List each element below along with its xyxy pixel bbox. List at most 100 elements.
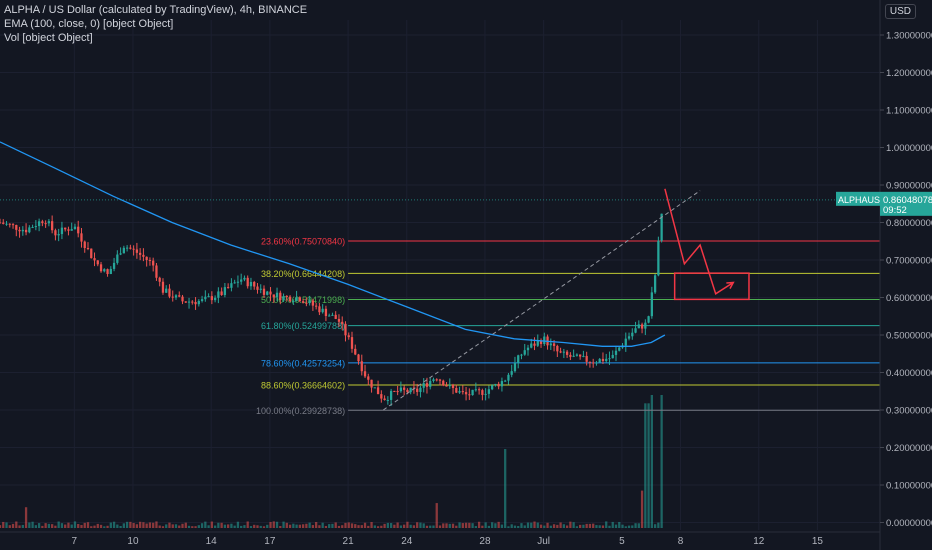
candle-body (399, 387, 403, 392)
volume-bar (207, 525, 210, 528)
candle-body (67, 229, 70, 231)
volume-legend[interactable]: Vol [object Object] (4, 32, 93, 44)
candle-body (464, 392, 468, 395)
candle-body (442, 380, 445, 386)
volume-bar (243, 525, 246, 528)
time-axis[interactable]: 7 10 14 17 21 24 28 Jul 5 8 12 15 (0, 531, 880, 547)
candle-body (386, 399, 389, 401)
ema-legend[interactable]: EMA (100, close, 0) [object Object] (4, 18, 174, 30)
volume-bar (217, 522, 220, 528)
candle-body (647, 316, 650, 323)
candle-body (54, 230, 57, 236)
currency-button[interactable]: USD (884, 4, 916, 19)
volume-bar (21, 524, 24, 528)
candle-body (187, 301, 191, 303)
volume-bar (200, 523, 204, 528)
volume-bar (491, 522, 494, 528)
user-drawings[interactable] (383, 188, 750, 411)
fib-level-label: 100.00%(0.29928738) (256, 406, 345, 416)
candle-body (178, 295, 181, 297)
volume-bar (614, 524, 618, 528)
volume-bar (624, 526, 627, 528)
candle-body (588, 361, 592, 363)
candle-body (217, 291, 220, 298)
volume-bar (37, 523, 41, 528)
candle-body (168, 288, 171, 297)
price-axis[interactable]: 1.30000000 1.20000000 1.10000000 1.00000000… (879, 0, 932, 550)
candle-body (86, 247, 90, 249)
volume-bar (341, 525, 344, 528)
volume-bar (285, 522, 288, 528)
volume-bar (416, 522, 419, 528)
candle-body (491, 385, 494, 390)
candle-body (207, 296, 210, 298)
volume-bar (275, 521, 279, 528)
volume-bar (500, 524, 504, 528)
volume-bar (451, 523, 455, 528)
candle-body (598, 358, 601, 363)
volume-bar (582, 524, 585, 528)
volume-bar (409, 524, 412, 528)
candle-body (419, 387, 422, 392)
volume-bar (161, 526, 165, 528)
candle-body (429, 380, 432, 387)
volume-bar (230, 523, 233, 528)
candle-body (341, 321, 344, 324)
last-price-tag (880, 191, 932, 216)
candle-body (191, 301, 194, 303)
volume-bar (86, 522, 90, 528)
volume-bar (57, 521, 60, 528)
candle-body (373, 387, 376, 389)
volume-bar (44, 523, 47, 528)
forecast-arrowhead (726, 281, 735, 289)
candle-body (90, 248, 93, 259)
candle-body (93, 258, 96, 261)
candle-body (161, 281, 165, 293)
price-tick-label: 1.30000000 (886, 31, 932, 42)
volume-bar (18, 525, 21, 528)
volume-bar (93, 525, 96, 528)
volume-bar (585, 523, 588, 528)
volume-bar (627, 525, 631, 528)
candle-body (334, 314, 337, 319)
volume-bar (119, 525, 122, 528)
candle-body (631, 332, 634, 337)
volume-bar (328, 524, 331, 528)
volume-bar (432, 525, 435, 528)
price-tick-label: 0.90000000 (886, 181, 932, 192)
volume-bar (477, 521, 481, 528)
volume-bar (396, 522, 399, 528)
candle-body (0, 222, 2, 224)
forecast-path (664, 188, 734, 295)
candle-body (513, 362, 517, 372)
volume-bar (497, 521, 500, 528)
candle-body (533, 343, 536, 346)
volume-bar (435, 503, 438, 528)
volume-bar (256, 525, 259, 528)
volume-bar (399, 525, 403, 528)
volume-bar (165, 524, 168, 528)
symbol-tag-label: ALPHAUSD (838, 195, 887, 205)
candle-body (556, 345, 559, 352)
volume-bar (367, 525, 370, 528)
volume-bar (331, 523, 334, 528)
volume-bar (70, 524, 73, 528)
volume-bar (647, 403, 650, 528)
candle-body (474, 389, 477, 391)
volume-bar (640, 490, 644, 528)
time-tick-label: 10 (127, 536, 139, 547)
candle-body (256, 286, 259, 290)
candle-body (31, 227, 34, 229)
candle-body (448, 384, 451, 387)
candle-body (73, 226, 77, 230)
symbol-title[interactable]: ALPHA / US Dollar (calculated by Trading… (4, 4, 308, 16)
trend-line (383, 190, 701, 411)
volume-bar (556, 524, 559, 528)
time-tick-label: 17 (264, 536, 276, 547)
volume-bar (90, 526, 93, 528)
candle-body (11, 224, 15, 226)
volume-bar (73, 521, 77, 528)
